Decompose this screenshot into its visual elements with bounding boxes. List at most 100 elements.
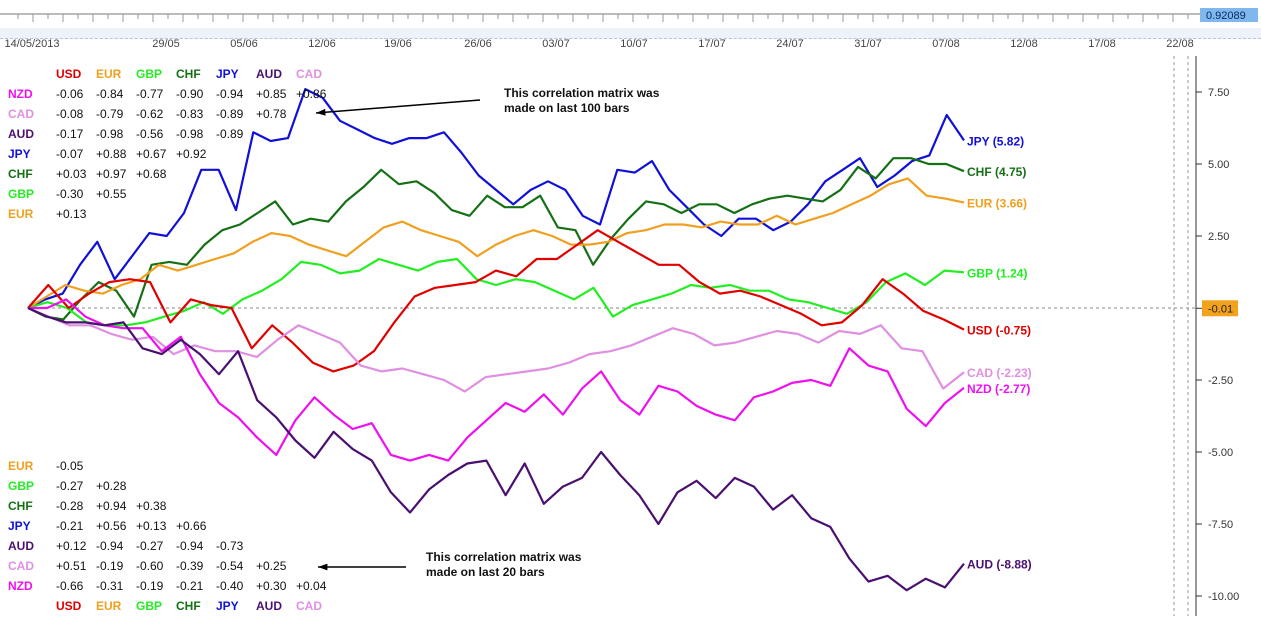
matrix-row: GBP -0.30 +0.55	[8, 184, 336, 204]
matrix-row-label-gbp: GBP	[8, 187, 35, 201]
matrix-value: -0.31	[96, 579, 124, 593]
matrix-row: NZD -0.06 -0.84 -0.77 -0.90 -0.94 +0.85 +0.86	[8, 84, 336, 104]
y-tick-label: -5.00	[1208, 447, 1233, 459]
arrow-to-matrix-100	[315, 99, 481, 116]
matrix-value: +0.94	[96, 499, 127, 513]
matrix-value: -0.83	[176, 107, 204, 121]
matrix-value: +0.67	[136, 147, 167, 161]
top-value-box	[1200, 8, 1258, 22]
y-tick-label: -2.50	[1208, 375, 1233, 387]
matrix-value: -0.66	[56, 579, 84, 593]
matrix-row: AUD +0.12 -0.94 -0.27 -0.94 -0.73	[8, 536, 336, 556]
series-label-nzd: NZD (-2.77)	[967, 382, 1030, 396]
note-100-bars: This correlation matrix was made on last…	[504, 86, 659, 116]
series-line-eur	[27, 177, 965, 309]
series-line-usd	[27, 229, 965, 373]
matrix-row-label-cad: CAD	[8, 107, 34, 121]
matrix-value: -0.30	[56, 187, 84, 201]
x-tick-label: 10/07	[620, 38, 648, 50]
matrix-value: -0.98	[176, 127, 204, 141]
matrix-row: GBP -0.27 +0.28	[8, 476, 336, 496]
matrix-row: NZD -0.66 -0.31 -0.19 -0.21 -0.40 +0.30 +0.04	[8, 576, 336, 596]
matrix-value: +0.66	[176, 519, 207, 533]
x-tick-label: 14/05/2013	[4, 38, 59, 50]
matrix-value: -0.06	[56, 87, 84, 101]
matrix-corner	[8, 596, 56, 616]
matrix-value: -0.28	[56, 499, 84, 513]
y-tick-label: 7.50	[1208, 87, 1229, 99]
matrix-row-label-gbp: GBP	[8, 479, 35, 493]
x-tick-label: 24/07	[776, 38, 804, 50]
matrix-header-jpy: JPY	[216, 599, 239, 613]
x-tick-label: 05/06	[230, 38, 258, 50]
series-label-aud: AUD (-8.88)	[967, 558, 1032, 572]
note-20-bars: This correlation matrix was made on last…	[426, 550, 581, 580]
matrix-value: -0.73	[216, 539, 244, 553]
x-tick-label: 29/05	[152, 38, 180, 50]
matrix-value: -0.54	[216, 559, 244, 573]
matrix-value: -0.17	[56, 127, 84, 141]
matrix-value: +0.92	[176, 147, 207, 161]
arrow-to-matrix-20	[318, 563, 406, 571]
matrix-row-label-nzd: NZD	[8, 87, 33, 101]
y-tick-label: -10.00	[1208, 591, 1239, 603]
matrix-row: JPY -0.07 +0.88 +0.67 +0.92	[8, 144, 336, 164]
matrix-value: -0.94	[216, 87, 244, 101]
matrix-value: +0.13	[136, 519, 167, 533]
x-tick-label: 12/06	[308, 38, 336, 50]
matrix-header-chf: CHF	[176, 599, 201, 613]
x-tick-label: 03/07	[542, 38, 570, 50]
matrix-row-label-jpy: JPY	[8, 519, 31, 533]
matrix-value: -0.98	[96, 127, 124, 141]
y-tick-label: -7.50	[1208, 519, 1233, 531]
matrix-value: +0.28	[96, 479, 127, 493]
series-line-chf	[27, 157, 965, 321]
series-label-cad: CAD (-2.23)	[967, 366, 1032, 380]
matrix-value: -0.79	[96, 107, 124, 121]
series-line-jpy	[27, 87, 965, 309]
matrix-value: +0.68	[136, 167, 167, 181]
x-tick-label: 17/08	[1088, 38, 1116, 50]
matrix-value: +0.38	[136, 499, 167, 513]
matrix-header-jpy: JPY	[216, 67, 239, 81]
matrix-value: +0.97	[96, 167, 127, 181]
current-value-badge	[1202, 300, 1238, 317]
matrix-header-aud: AUD	[256, 599, 282, 613]
note-20-line2: made on last 20 bars	[426, 565, 545, 579]
x-tick-label: 22/08	[1166, 38, 1194, 50]
matrix-row-label-cad: CAD	[8, 559, 34, 573]
matrix-value: +0.55	[96, 187, 127, 201]
matrix-value: -0.62	[136, 107, 164, 121]
matrix-header-eur: EUR	[96, 599, 122, 613]
matrix-value: -0.08	[56, 107, 84, 121]
matrix-value: -0.39	[176, 559, 204, 573]
series-line-gbp	[27, 257, 965, 327]
matrix-value: -0.19	[136, 579, 164, 593]
matrix-header-usd: USD	[56, 599, 82, 613]
matrix-value: -0.40	[216, 579, 244, 593]
x-tick-label: 17/07	[698, 38, 726, 50]
note-100-line1: This correlation matrix was	[504, 86, 660, 100]
matrix-value: +0.88	[96, 147, 127, 161]
series-label-gbp: GBP (1.24)	[967, 266, 1027, 280]
matrix-row-label-chf: CHF	[8, 499, 33, 513]
matrix-row: EUR -0.05	[8, 456, 336, 476]
series-label-eur: EUR (3.66)	[967, 197, 1027, 211]
matrix-header-gbp: GBP	[136, 67, 163, 81]
matrix-value: +0.56	[96, 519, 127, 533]
matrix-row-label-aud: AUD	[8, 539, 34, 553]
matrix-value: -0.84	[96, 87, 124, 101]
x-tick-label: 31/07	[854, 38, 882, 50]
date-axis-strip	[0, 28, 1261, 39]
matrix-value: -0.90	[176, 87, 204, 101]
matrix-value: -0.21	[56, 519, 84, 533]
matrix-value: +0.13	[56, 207, 87, 221]
matrix-row-label-eur: EUR	[8, 207, 34, 221]
top-value-text: 0.92089	[1206, 10, 1246, 22]
matrix-value: +0.85	[256, 87, 287, 101]
matrix-value: -0.27	[56, 479, 84, 493]
matrix-header-gbp: GBP	[136, 599, 163, 613]
matrix-row: CHF +0.03 +0.97 +0.68	[8, 164, 336, 184]
series-label-chf: CHF (4.75)	[967, 165, 1026, 179]
